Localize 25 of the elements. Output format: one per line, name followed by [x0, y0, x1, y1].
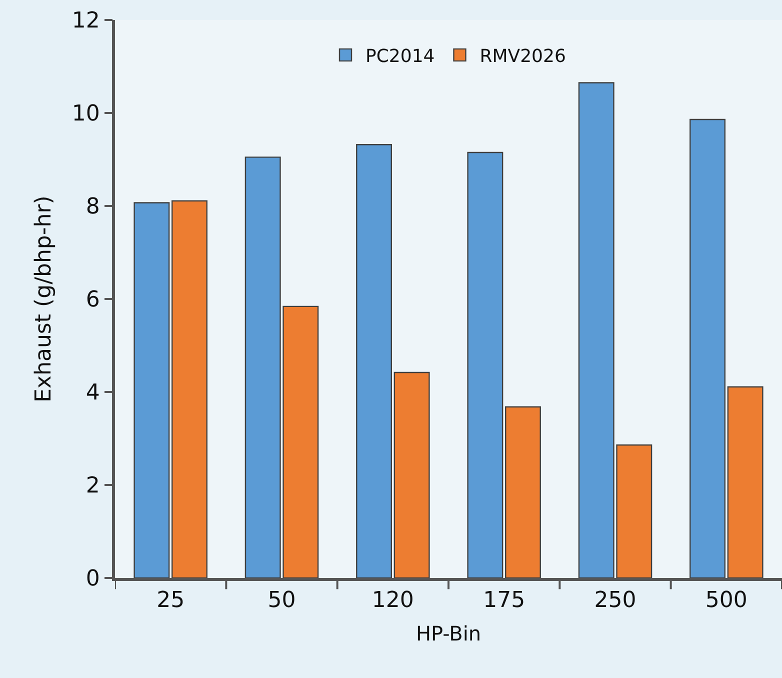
bar	[690, 118, 726, 578]
bar	[356, 144, 392, 578]
y-tick-label: 4	[86, 380, 100, 406]
y-tick-label: 0	[86, 566, 100, 592]
x-tick-label: 120	[372, 588, 414, 614]
x-tick-label: 175	[483, 588, 526, 614]
bar	[394, 372, 430, 578]
x-tick-label: 25	[156, 588, 185, 614]
y-tick-label: 12	[72, 8, 100, 34]
y-tick-label: 8	[86, 194, 100, 220]
x-tick-label: 250	[594, 588, 636, 614]
x-tick-label: 50	[268, 588, 296, 614]
legend-label: RMV2026	[480, 46, 566, 67]
y-tick-label: 6	[86, 288, 100, 313]
bar	[467, 152, 504, 578]
bar	[172, 200, 208, 578]
x-tick-label: 500	[705, 588, 748, 614]
y-tick-label: 2	[86, 474, 100, 499]
y-tick-label: 10	[72, 102, 100, 127]
bar	[134, 202, 170, 578]
legend-label: PC2014	[366, 46, 435, 67]
bar	[505, 406, 541, 578]
y-axis-title: Exhaust (g/bhp-hr)	[32, 196, 57, 402]
bar	[727, 386, 764, 578]
x-axis-title: HP-Bin	[416, 622, 482, 646]
